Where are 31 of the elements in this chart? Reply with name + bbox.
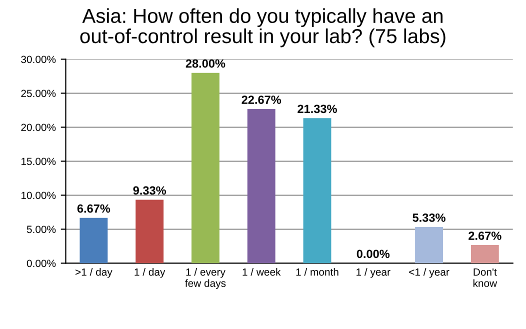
data-label: 22.67% [242, 96, 282, 104]
chart-title: Asia: How often do you typically have an out-of-control result in your lab? (75 labs) [80, 8, 446, 48]
bar [303, 118, 332, 264]
x-tick-label: 1 / day [134, 268, 166, 278]
y-tick-label: 10.00% [21, 192, 56, 200]
bar [247, 109, 276, 264]
x-tick-label: 1 / every few days [185, 268, 226, 289]
x-tick-label: 1 / month [296, 268, 338, 276]
y-tick-label: 30.00% [21, 56, 56, 64]
data-label: 0.00% [356, 250, 390, 258]
bar [470, 245, 499, 264]
bar [191, 72, 220, 264]
bar [136, 200, 164, 264]
x-tick-label: <1 / year [409, 268, 450, 278]
bar [415, 226, 443, 264]
data-label: 21.33% [298, 104, 337, 114]
y-tick-label: 25.00% [21, 90, 56, 98]
x-tick-label: Don't know [473, 268, 498, 287]
bar [80, 218, 108, 264]
x-tick-label: 1 / year [356, 268, 390, 278]
x-tick-label: 1 / week [242, 268, 281, 276]
y-tick-label: 15.00% [21, 158, 56, 166]
y-tick-label: 5.00% [26, 226, 56, 234]
y-tick-label: 0.00% [26, 260, 56, 268]
data-label: 5.33% [412, 213, 446, 222]
y-tick-label: 20.00% [21, 124, 56, 132]
data-label: 2.67% [468, 232, 502, 240]
data-label: 6.67% [77, 204, 110, 213]
data-label: 9.33% [133, 186, 166, 195]
x-tick-label: >1 / day [76, 268, 112, 278]
data-label: 28.00% [186, 59, 226, 68]
